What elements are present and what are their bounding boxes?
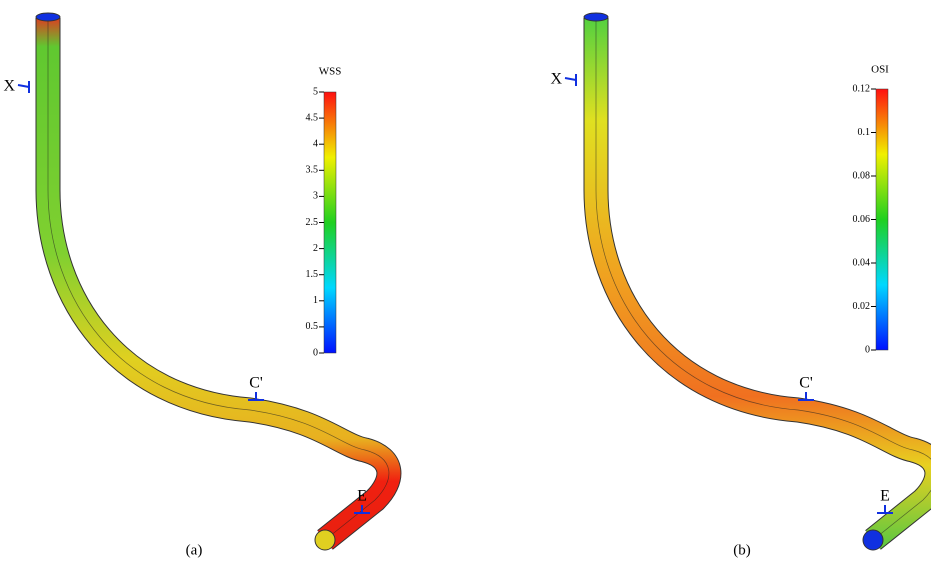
tick-label: 0.06 [853, 214, 871, 225]
marker-tick [18, 81, 29, 93]
marker-label: X [3, 78, 15, 95]
tick-label: 0 [313, 347, 318, 358]
marker-label: E [357, 488, 367, 505]
inlet [584, 13, 608, 21]
marker-label: E [880, 488, 890, 505]
tick-label: 4 [313, 138, 318, 149]
tick-label: 0 [865, 344, 870, 355]
colorbar-title: OSI [871, 64, 889, 76]
tick-label: 2.5 [306, 217, 319, 228]
tick-label: 1.5 [306, 269, 319, 280]
marker-tick [565, 74, 576, 86]
tick-label: 3 [313, 191, 318, 202]
tick-label: 0.1 [858, 127, 871, 138]
tick-label: 5 [313, 86, 318, 97]
tick-label: 2 [313, 243, 318, 254]
panel-caption: (a) [186, 542, 203, 558]
tick-label: 3.5 [306, 165, 319, 176]
tick-label: 0.02 [853, 301, 871, 312]
outlet [315, 530, 335, 550]
outlet [863, 530, 883, 550]
vessel [48, 18, 389, 540]
vessel-centerline [48, 18, 389, 540]
tick-label: 0.08 [853, 170, 871, 181]
panel-caption: (b) [733, 542, 751, 558]
colorbar [324, 92, 336, 353]
tick-label: 1 [313, 295, 318, 306]
tick-label: 0.5 [306, 321, 319, 332]
marker-label: C' [249, 375, 263, 392]
tick-label: 0.12 [853, 83, 871, 94]
inlet [36, 13, 60, 21]
colorbar-title: WSS [319, 66, 342, 78]
marker-label: X [550, 71, 562, 88]
colorbar [876, 89, 888, 350]
tick-label: 0.04 [853, 257, 871, 268]
tick-label: 4.5 [306, 112, 319, 123]
vessel-outline [48, 18, 389, 540]
marker-label: C' [799, 375, 813, 392]
figure: WSS 0 0.5 1 1.5 2 2.5 3 3.5 4 4.5 5 X C' E (a) OSI 0 0.02 0… [0, 0, 931, 575]
